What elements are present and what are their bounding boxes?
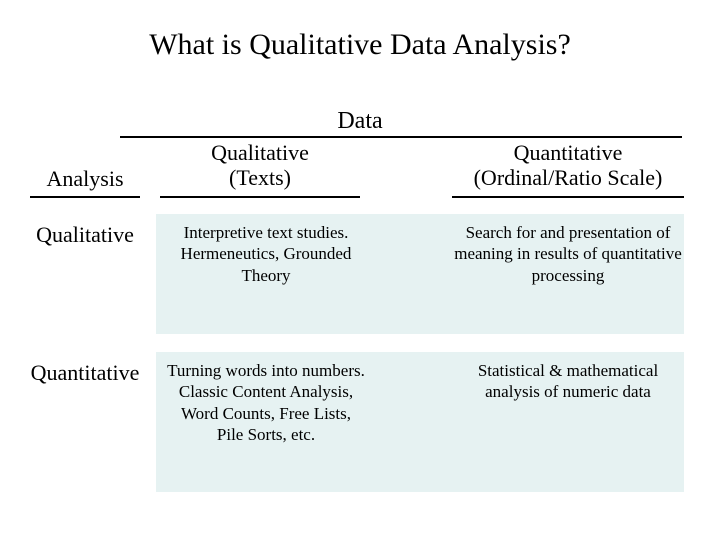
cell-qual-analysis-quant-data: Search for and presentation of meaning i… <box>452 222 684 286</box>
data-supercolumn-header: Data <box>0 108 720 135</box>
column-header-qualitative: Qualitative(Texts) <box>160 140 360 191</box>
data-header-underline <box>120 136 682 138</box>
analysis-underline <box>30 196 140 198</box>
row-header-quantitative: Quantitative <box>20 360 150 386</box>
column-header-quantitative-underline <box>452 196 684 198</box>
row-header-qualitative: Qualitative <box>20 222 150 248</box>
column-header-quantitative: Quantitative(Ordinal/Ratio Scale) <box>452 140 684 191</box>
column-header-qualitative-underline <box>160 196 360 198</box>
slide: What is Qualitative Data Analysis? Data … <box>0 0 720 540</box>
cell-quant-analysis-qual-data: Turning words into numbers. Classic Cont… <box>166 360 366 445</box>
cell-quant-analysis-quant-data: Statistical & mathematical analysis of n… <box>452 360 684 403</box>
page-title: What is Qualitative Data Analysis? <box>0 28 720 62</box>
column-header-row: Analysis Qualitative(Texts) Quantitative… <box>0 140 720 196</box>
analysis-row-header-label: Analysis <box>30 166 140 192</box>
cell-qual-analysis-qual-data: Interpretive text studies. Hermeneutics,… <box>166 222 366 286</box>
